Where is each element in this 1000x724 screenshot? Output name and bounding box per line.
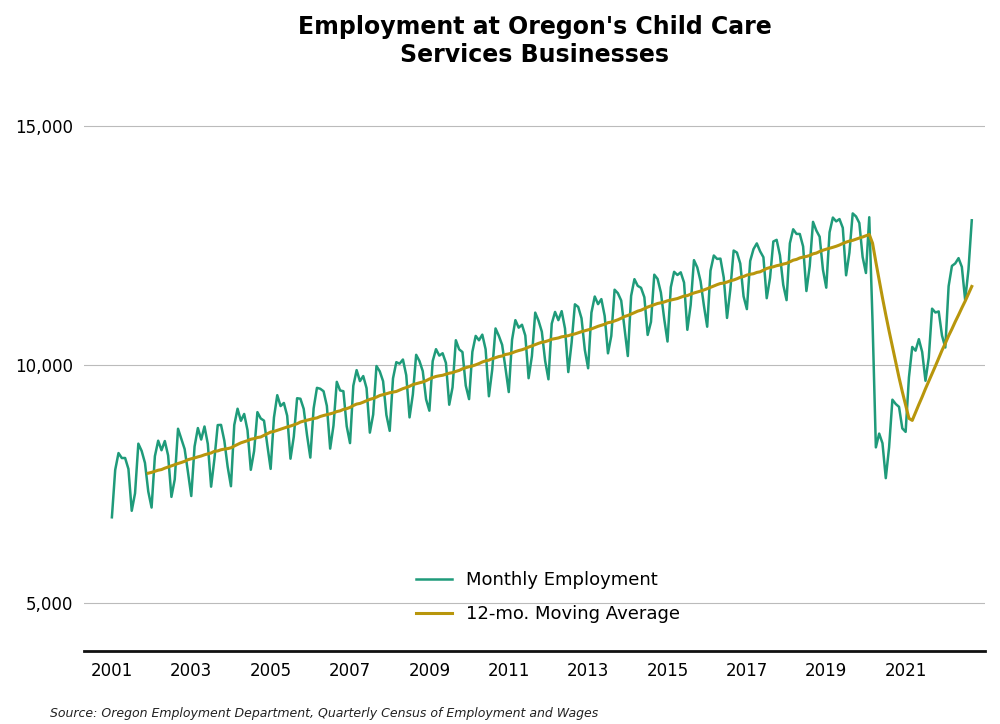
Legend: Monthly Employment, 12-mo. Moving Average: Monthly Employment, 12-mo. Moving Averag…	[408, 564, 687, 631]
12-mo. Moving Average	[172, 459, 184, 468]
Monthly Employment	[404, 413, 416, 422]
12-mo. Moving Average	[966, 282, 978, 291]
Monthly Employment	[840, 271, 852, 279]
Title: Employment at Oregon's Child Care
Services Businesses: Employment at Oregon's Child Care Servic…	[298, 15, 771, 67]
Monthly Employment	[172, 424, 184, 433]
Monthly Employment	[552, 316, 564, 324]
Line: 12-mo. Moving Average: 12-mo. Moving Average	[148, 235, 972, 473]
Monthly Employment	[847, 209, 859, 218]
Line: Monthly Employment: Monthly Employment	[112, 214, 972, 517]
Text: Source: Oregon Employment Department, Quarterly Census of Employment and Wages: Source: Oregon Employment Department, Qu…	[50, 707, 598, 720]
Monthly Employment	[423, 406, 435, 415]
Monthly Employment	[966, 216, 978, 224]
Monthly Employment	[159, 437, 171, 445]
12-mo. Moving Average	[404, 382, 416, 391]
12-mo. Moving Average	[840, 237, 852, 246]
12-mo. Moving Average	[552, 334, 564, 342]
12-mo. Moving Average	[159, 464, 171, 473]
Monthly Employment	[106, 513, 118, 521]
12-mo. Moving Average	[423, 374, 435, 383]
